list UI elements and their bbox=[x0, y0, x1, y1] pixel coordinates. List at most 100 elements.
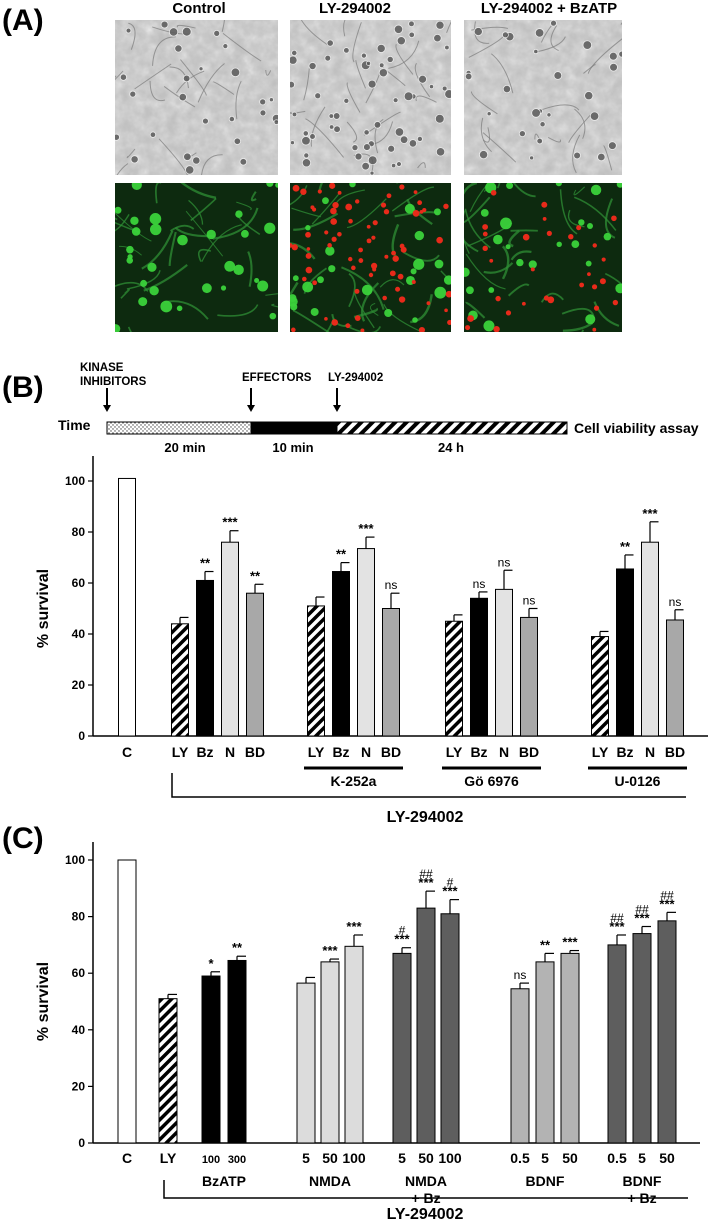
panel-a-label: (A) bbox=[2, 4, 44, 37]
bar bbox=[392, 952, 412, 1144]
category-label: 100 bbox=[202, 1154, 220, 1166]
column-title-ly-bzatp: LY-294002 + BzATP bbox=[481, 0, 617, 17]
phase-contrast-image-1 bbox=[290, 20, 451, 175]
y-tick-label: 40 bbox=[72, 627, 86, 641]
bar bbox=[657, 920, 677, 1144]
category-label: 100 bbox=[438, 1150, 462, 1166]
bar bbox=[117, 859, 137, 1144]
hash-label: ## bbox=[660, 888, 674, 902]
category-label: 50 bbox=[562, 1150, 578, 1166]
group-label: NMDA bbox=[309, 1173, 351, 1189]
segment-24h bbox=[336, 421, 568, 435]
arrowhead-effectors bbox=[247, 405, 255, 412]
category-label: Bz bbox=[332, 744, 349, 760]
end-label: Cell viability assay bbox=[574, 420, 699, 436]
segment-10min bbox=[250, 421, 338, 435]
y-tick-label: 60 bbox=[72, 576, 86, 590]
significance-label: ** bbox=[250, 568, 261, 583]
panel-b-label: (B) bbox=[2, 371, 44, 404]
category-label: 0.5 bbox=[510, 1150, 530, 1166]
arrow-label-ly: LY-294002 bbox=[328, 372, 383, 384]
bar bbox=[560, 952, 580, 1144]
panel-b-bar-chart: 0 20 40 60 80 100 % survival C LY ** Bz *** N ** BD LY *… bbox=[35, 456, 708, 826]
hash-label: # bbox=[399, 924, 406, 938]
category-label: 300 bbox=[228, 1154, 246, 1166]
significance-label: ns bbox=[473, 577, 486, 591]
fluorescence-image-2 bbox=[464, 183, 622, 332]
bar bbox=[382, 608, 400, 737]
y-tick-label: 100 bbox=[65, 474, 85, 488]
category-label: 5 bbox=[302, 1150, 310, 1166]
category-label: BD bbox=[245, 744, 265, 760]
hash-label: ## bbox=[419, 867, 433, 881]
category-label: C bbox=[122, 1150, 132, 1166]
y-axis-label: % survival bbox=[35, 569, 52, 648]
significance-label: *** bbox=[442, 884, 458, 899]
ly-bracket bbox=[163, 1180, 688, 1199]
significance-label: *** bbox=[642, 506, 658, 521]
category-label: N bbox=[499, 744, 509, 760]
category-label: LY bbox=[592, 744, 609, 760]
treatment-timeline: (B) KINASE INHIBITORS EFFECTORS LY-294002… bbox=[2, 362, 699, 455]
significance-label: *** bbox=[322, 943, 338, 958]
bar bbox=[535, 961, 555, 1144]
bar bbox=[307, 605, 325, 737]
ly-bracket bbox=[171, 773, 686, 798]
category-label: LY bbox=[160, 1150, 177, 1166]
arrow-label-kinase-inhibitors: KINASE INHIBITORS bbox=[80, 362, 147, 388]
y-tick-label: 0 bbox=[78, 729, 85, 743]
group-label: BDNF bbox=[623, 1173, 662, 1189]
column-title-ly: LY-294002 bbox=[319, 0, 391, 17]
y-tick-label: 20 bbox=[72, 1079, 86, 1093]
group-label: U-0126 bbox=[615, 773, 661, 789]
significance-label: *** bbox=[222, 515, 238, 530]
significance-label: *** bbox=[562, 935, 578, 950]
bar bbox=[296, 982, 316, 1144]
panel-a: (A) Control LY-294002 LY-294002 + BzATP bbox=[2, 0, 622, 332]
category-label: 100 bbox=[342, 1150, 366, 1166]
significance-label: ns bbox=[385, 578, 398, 592]
category-label: N bbox=[645, 744, 655, 760]
fluorescence-image-0 bbox=[115, 183, 278, 332]
significance-label: ns bbox=[514, 968, 527, 982]
bar bbox=[607, 944, 627, 1144]
bar bbox=[332, 571, 350, 737]
bar bbox=[320, 961, 340, 1144]
y-tick-label: 100 bbox=[65, 853, 85, 867]
significance-label: ** bbox=[620, 539, 631, 554]
significance-label: ** bbox=[232, 940, 243, 955]
bar bbox=[616, 568, 634, 737]
bar bbox=[666, 619, 684, 737]
segment-label-24h: 24 h bbox=[438, 440, 464, 455]
significance-label: *** bbox=[634, 911, 650, 926]
significance-label: *** bbox=[346, 919, 362, 934]
fluorescence-image-1 bbox=[290, 183, 451, 332]
group-label: BzATP bbox=[202, 1173, 246, 1189]
bar bbox=[344, 945, 364, 1144]
category-label: N bbox=[361, 744, 371, 760]
bar bbox=[416, 907, 436, 1144]
category-label: LY bbox=[446, 744, 463, 760]
bar bbox=[227, 959, 247, 1144]
significance-label: *** bbox=[418, 875, 434, 890]
category-label: Bz bbox=[196, 744, 213, 760]
bar bbox=[221, 541, 239, 737]
category-label: BD bbox=[381, 744, 401, 760]
category-label: N bbox=[225, 744, 235, 760]
significance-label: ns bbox=[498, 555, 511, 569]
bar bbox=[445, 620, 463, 737]
y-tick-label: 80 bbox=[72, 525, 86, 539]
bar bbox=[520, 616, 538, 737]
category-label: C bbox=[122, 744, 132, 760]
bar bbox=[440, 913, 460, 1144]
category-label: LY bbox=[172, 744, 189, 760]
bar bbox=[591, 636, 609, 737]
arrowhead-kinase bbox=[103, 405, 111, 412]
category-label: BD bbox=[519, 744, 539, 760]
bar bbox=[201, 975, 221, 1144]
panel-c-label: (C) bbox=[2, 822, 44, 855]
phase-contrast-image-2 bbox=[464, 20, 622, 175]
significance-label: *** bbox=[659, 896, 675, 911]
arrow-label-effectors: EFFECTORS bbox=[242, 372, 312, 384]
